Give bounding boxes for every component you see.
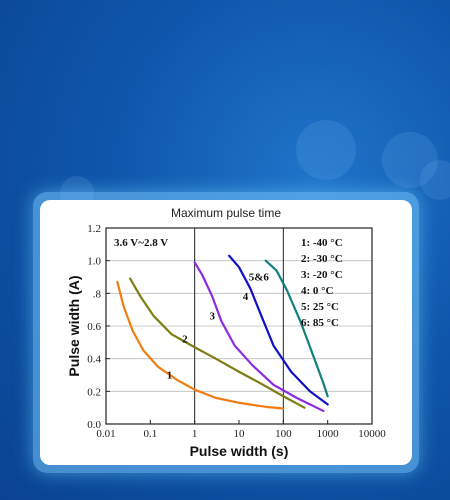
series-line-1 [116, 280, 285, 410]
bokeh-light [420, 160, 450, 200]
title-pointer [233, 228, 245, 233]
x-tick-label: 1 [192, 428, 198, 440]
legend-entry: 5: 25 °C [301, 301, 339, 313]
plot-frame [105, 227, 373, 425]
x-tick-label: 0.01 [96, 428, 115, 440]
legend-entry: 1: -40 °C [301, 237, 343, 249]
x-tick-label: 1000 [317, 428, 340, 440]
series-line-2 [129, 277, 306, 409]
voltage-annotation: 3.6 V~2.8 V [114, 237, 168, 249]
pulse-chart: 0.0 0.2 0.4 0.6 .8 1.0 1.2 0.01 0.1 1 10 100 1000 100… [66, 223, 386, 459]
card-title: Maximum pulse time [170, 206, 282, 220]
y-axis-label: Pulse width (A) [66, 275, 82, 376]
bokeh-light [382, 132, 438, 188]
y-tick-label: 0.2 [87, 386, 101, 398]
curve-label: 5&6 [249, 271, 270, 283]
x-tick-label: 10 [234, 428, 246, 440]
chart-card: Maximum pulse time 0.0 0.2 0.4 0.6.8 1.0 1.2 0… [40, 200, 412, 465]
x-tick-label: 10000 [358, 428, 386, 440]
series-line-3 [193, 261, 325, 413]
x-tick-label: 100 [275, 428, 292, 440]
legend-entry: 4: 0 °C [301, 285, 334, 297]
legend-entry: 3: -20 °C [301, 269, 343, 281]
curve-label: 2 [182, 333, 188, 345]
legend-entry: 6: 85 °C [301, 317, 339, 329]
series-line-4 [228, 254, 329, 406]
bokeh-light [296, 120, 356, 180]
y-tick-label: 0.6 [87, 321, 101, 333]
y-tick-label: 1.0 [87, 256, 101, 268]
curve-label: 1 [167, 369, 173, 381]
y-tick-label: .8 [93, 288, 102, 300]
legend-entry: 2: -30 °C [301, 253, 343, 265]
y-tick-label: 0.4 [87, 354, 101, 366]
curve-label: 4 [243, 291, 249, 303]
x-tick-label: 0.1 [143, 428, 157, 440]
y-tick-label: 0.0 [87, 419, 101, 431]
y-tick-label: 1.2 [87, 223, 101, 235]
x-axis-label: Pulse width (s) [190, 443, 289, 459]
series-line-5-6 [264, 259, 329, 398]
curve-label: 3 [210, 310, 216, 322]
